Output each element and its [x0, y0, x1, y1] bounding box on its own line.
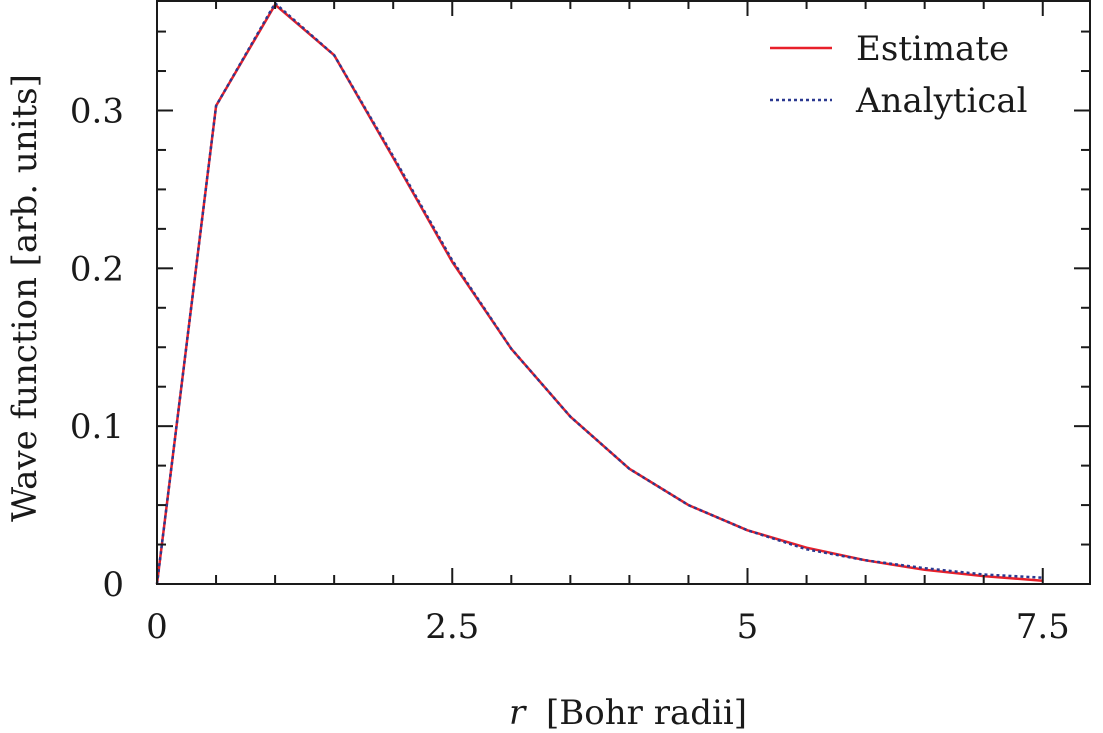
- y-tick-label: 0.2: [70, 249, 124, 289]
- y-tick-label: 0: [102, 565, 124, 605]
- series-line-analytical: [155, 1, 1043, 585]
- x-tick-label: 2.5: [425, 607, 479, 647]
- series-layer: [155, 1, 1043, 585]
- legend-label-estimate: Estimate: [856, 29, 1009, 69]
- legend: Estimate Analytical: [770, 29, 1028, 121]
- plot-area: [156, 0, 1091, 585]
- x-tick-label: 7.5: [1016, 607, 1070, 647]
- legend-label-analytical: Analytical: [855, 81, 1028, 121]
- ticks-layer: 0 2.5 5 7.5 0 0.1 0.2 0.3: [70, 0, 1090, 647]
- x-tick-label: 0: [146, 607, 168, 647]
- y-tick-label: 0.1: [70, 407, 124, 447]
- plot-frame: [156, 0, 1091, 585]
- x-axis-label: r [Bohr radii]: [509, 693, 747, 733]
- x-axis-variable: r: [509, 693, 527, 733]
- x-axis-unit: [Bohr radii]: [546, 693, 747, 733]
- x-tick-label: 5: [737, 607, 759, 647]
- y-axis-label: Wave function [arb. units]: [5, 74, 45, 522]
- y-tick-label: 0.3: [70, 91, 124, 131]
